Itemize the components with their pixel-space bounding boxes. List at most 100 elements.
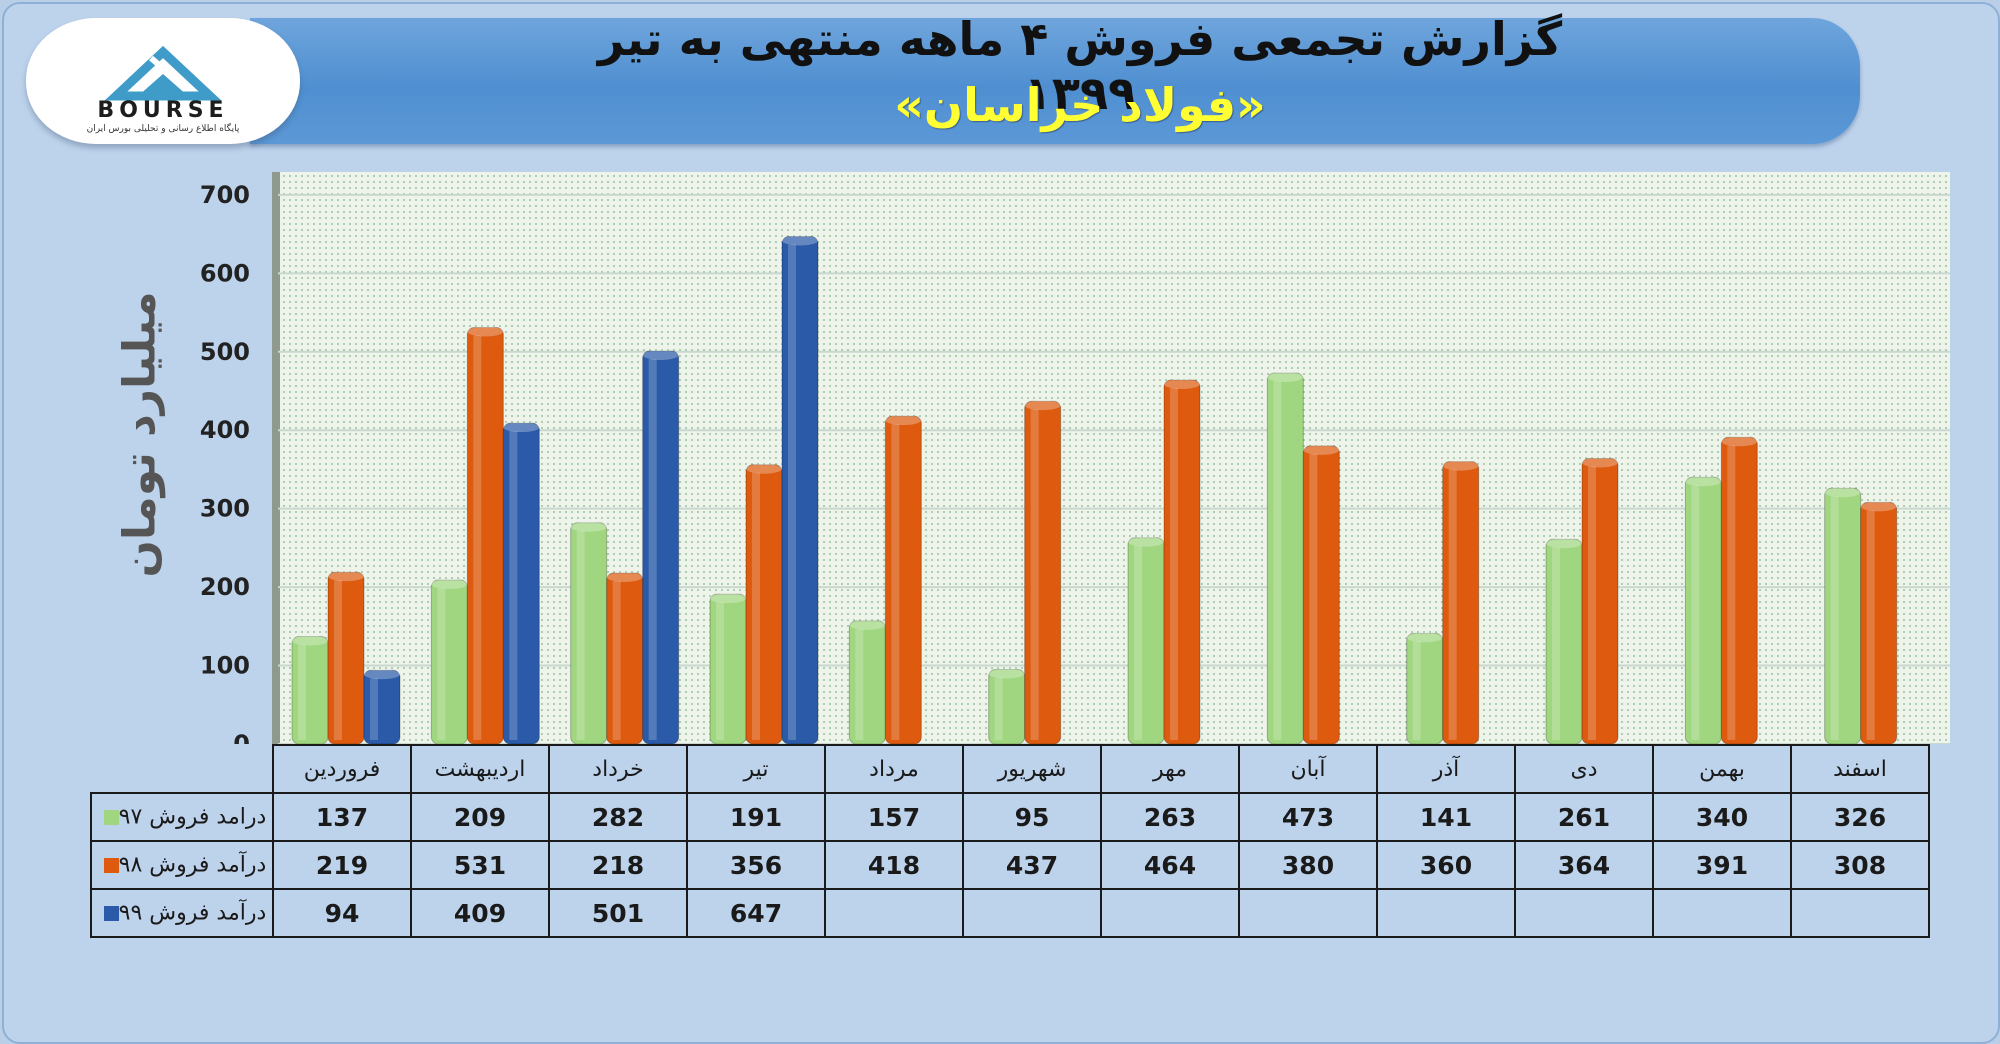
bar-chart: 0 100 200 300 400 500 600 700	[200, 172, 1950, 744]
table-cell: 261	[1514, 792, 1654, 842]
bar-cap	[292, 635, 328, 646]
table-cell	[824, 888, 964, 938]
bar-1397	[1684, 476, 1722, 744]
grid-lines	[278, 193, 1950, 744]
table-cell	[1100, 888, 1240, 938]
table-row: درآمد فروش ۹۸ 219 531 218 356 418 437 464 380 360…	[90, 840, 1930, 890]
table-cell: 437	[962, 840, 1102, 890]
bar-1398	[884, 415, 922, 744]
bar-highlight	[509, 431, 518, 740]
table-cell: 137	[272, 792, 412, 842]
bar-highlight	[576, 530, 585, 740]
bar-cap	[849, 619, 886, 630]
bar-1398	[745, 464, 783, 744]
legend-swatch-icon	[103, 857, 119, 873]
bar-1397	[1824, 487, 1862, 744]
bar-highlight	[1309, 453, 1318, 740]
bar-cap	[328, 571, 364, 582]
bar-highlight	[370, 678, 378, 740]
bar-1398	[327, 571, 365, 744]
bar-cap	[606, 571, 643, 582]
month-label: بهمن	[1652, 744, 1792, 794]
table-cell	[1652, 888, 1792, 938]
plot-side-wall	[272, 172, 280, 744]
bar-cap	[570, 521, 607, 532]
month-label: آبان	[1238, 744, 1378, 794]
month-label: اسفند	[1790, 744, 1930, 794]
bar-cap	[1406, 632, 1443, 643]
table-cell: 380	[1238, 840, 1378, 890]
legend-label: درآمد فروش ۹۹	[118, 900, 267, 926]
bar-1398	[1302, 445, 1340, 744]
month-label: آذر	[1376, 744, 1516, 794]
bar-highlight	[1588, 466, 1596, 740]
y-tick-label: 600	[200, 259, 250, 287]
bar-1397	[1406, 632, 1444, 744]
bar-1397	[848, 620, 886, 744]
legend-label: درآمد فروش ۹۸	[118, 852, 267, 878]
bar-cap	[885, 415, 922, 426]
y-tick-label: 400	[200, 416, 250, 444]
bar-highlight	[1866, 510, 1875, 740]
bar-cap	[1267, 371, 1304, 382]
y-tick-label: 0	[233, 730, 250, 744]
bar-1398	[1442, 461, 1480, 744]
month-label: تیر	[686, 744, 826, 794]
bar-1398	[1024, 400, 1062, 744]
y-tick-label: 700	[200, 181, 250, 209]
data-table: فروردین اردیبهشت خرداد تیر مرداد شهریور مهر آبا…	[90, 744, 1930, 938]
legend-entry: درآمد فروش ۹۸	[90, 840, 274, 890]
table-cell: 356	[686, 840, 826, 890]
legend-entry: درآمد فروش ۹۹	[90, 888, 274, 938]
table-cell: 157	[824, 792, 964, 842]
bar-1397	[988, 668, 1026, 744]
bar-highlight	[1030, 409, 1039, 740]
bar-cap	[988, 668, 1025, 679]
bar-1398	[1163, 379, 1201, 744]
table-cell	[1514, 888, 1654, 938]
month-label: فروردین	[272, 744, 412, 794]
bar-highlight	[1552, 547, 1560, 740]
bar-cap	[1128, 536, 1164, 547]
logo-tagline: پایگاه اطلاع رسانی و تحلیلی بورس ایران	[86, 124, 240, 134]
bar-highlight	[1412, 641, 1421, 740]
bar-cap	[782, 235, 818, 246]
table-cell: 364	[1514, 840, 1654, 890]
bar-1399	[642, 350, 680, 744]
bar-cap	[1546, 538, 1582, 549]
bar-highlight	[298, 644, 306, 740]
bar-1398	[466, 326, 504, 744]
bar-highlight	[612, 580, 621, 740]
logo-badge: BOURSE پایگاه اطلاع رسانی و تحلیلی بورس …	[26, 18, 300, 144]
chart-title: گزارش تجمعی فروش ۴ ماهه منتهی به تیر ۱۳۹…	[597, 12, 1563, 120]
bar-highlight	[716, 602, 724, 740]
bar-1397	[1545, 538, 1583, 744]
table-cell: 94	[272, 888, 412, 938]
legend-swatch-icon	[103, 905, 119, 921]
bar-highlight	[855, 628, 864, 740]
month-label: شهریور	[962, 744, 1102, 794]
table-cell: 191	[686, 792, 826, 842]
bar-cap	[364, 669, 400, 680]
table-cell	[962, 888, 1102, 938]
legend-entry: درامد فروش ۹۷	[90, 792, 274, 842]
bar-1398	[1581, 457, 1619, 744]
table-cell: 282	[548, 792, 688, 842]
table-cell: 391	[1652, 840, 1792, 890]
bar-highlight	[1830, 496, 1839, 740]
bar-cap	[431, 579, 468, 590]
table-cell	[1376, 888, 1516, 938]
table-cell: 263	[1100, 792, 1240, 842]
month-label: خرداد	[548, 744, 688, 794]
bars	[291, 235, 1898, 744]
table-cell	[1238, 888, 1378, 938]
bar-cap	[710, 593, 746, 604]
bar-1397	[291, 636, 329, 744]
bar-highlight	[994, 677, 1003, 740]
bar-1399	[502, 422, 540, 744]
table-cell: 218	[548, 840, 688, 890]
bar-highlight	[1273, 380, 1282, 740]
bar-1399	[781, 235, 819, 744]
table-cell: 409	[410, 888, 550, 938]
bar-cap	[746, 463, 782, 474]
